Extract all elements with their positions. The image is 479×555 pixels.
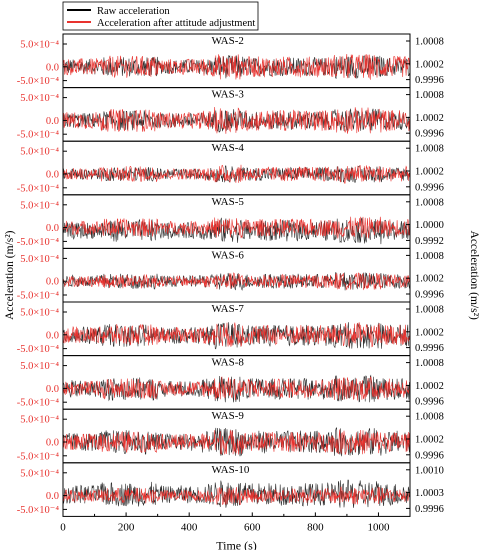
panel-7-left-tick-label-1: 0.0 [46,384,59,395]
panel-9-right-tick-label-2: 0.9996 [415,504,444,515]
x-axis-label: Time (s) [216,538,257,550]
panel-8-right-tick-label-1: 1.0002 [415,435,444,446]
panel-9-frame [62,462,411,517]
panel-8-adjusted-series [63,429,410,455]
panel-8-left-tick-label-1: 0.0 [46,438,59,449]
panel-5-left-tick-label-2: -5.0×10⁻⁴ [17,291,60,302]
panel-2-title: WAS-3 [212,89,245,101]
panel-7-right-tick-label-2: 0.9996 [415,397,444,408]
panel-9-right-tick-label-0: 1.0010 [415,465,444,476]
panel-2-raw-series [63,108,410,133]
panel-4-title: WAS-5 [212,196,245,208]
panel-7-left-tick-label-2: -5.0×10⁻⁴ [17,398,60,409]
panel-5-left-tick-label-1: 0.0 [46,277,59,288]
right-y-axis-label: Acceleration (m/s²) [468,231,479,321]
legend-box [62,1,259,31]
panel-6-left-tick-label-1: 0.0 [46,330,59,341]
panel-1-right-tick-label-2: 0.9996 [415,75,444,86]
panel-1-left-tick-label-2: -5.0×10⁻⁴ [17,76,60,87]
panel-9-right-tick-label-1: 1.0003 [415,488,444,499]
panel-8-left-tick-label-2: -5.0×10⁻⁴ [17,451,60,462]
panel-3-left-tick-label-1: 0.0 [46,170,59,181]
panel-3-adjusted-series [63,164,410,184]
x-tick-label-5: 1000 [367,521,390,533]
panel-2-right-tick-label-1: 1.0002 [415,113,444,124]
panel-7-right-tick-label-0: 1.0008 [415,358,444,369]
panel-1-left-tick-label-1: 0.0 [46,62,59,73]
left-y-axis-label: Acceleration (m/s²) [4,230,16,320]
panel-1-right-tick-label-1: 1.0002 [415,59,444,70]
panel-6-left-tick-label-0: 5.0×10⁻⁴ [20,308,59,319]
panel-8-right-tick-label-2: 0.9996 [415,450,444,461]
panel-7-right-tick-label-1: 1.0002 [415,381,444,392]
x-tick-label-1: 200 [118,521,135,533]
panel-3-title: WAS-4 [212,142,245,154]
panel-4-adjusted-series [63,216,410,239]
panel-9-adjusted-series [63,486,410,506]
panel-9-left-tick-label-0: 5.0×10⁻⁴ [20,468,59,479]
panel-9-raw-series [63,479,410,508]
panel-6-right-tick-label-0: 1.0008 [415,305,444,316]
x-tick-label-0: 0 [60,521,66,533]
panel-2-left-tick-label-1: 0.0 [46,116,59,127]
panel-5-raw-series [63,272,410,291]
panel-5-title: WAS-6 [212,249,245,261]
panel-1-adjusted-series [63,53,410,80]
panel-6-raw-series [63,322,410,350]
x-tick-label-3: 600 [244,521,261,533]
panel-4-right-tick-label-2: 0.9992 [415,236,444,247]
panel-6-adjusted-series [63,322,410,348]
panel-5-right-tick-label-2: 0.9996 [415,290,444,301]
panel-8-raw-series [63,427,410,457]
panel-4-right-tick-label-0: 1.0008 [415,197,444,208]
panel-8-right-tick-label-0: 1.0008 [415,412,444,423]
panel-4-left-tick-label-2: -5.0×10⁻⁴ [17,237,60,248]
panel-2-adjusted-series [63,106,410,134]
panel-8-title: WAS-9 [212,410,245,422]
panel-5-left-tick-label-0: 5.0×10⁻⁴ [20,254,59,265]
panel-8-left-tick-label-0: 5.0×10⁻⁴ [20,415,59,426]
panel-3-right-tick-label-0: 1.0008 [415,144,444,155]
panel-9-title: WAS-10 [212,464,250,476]
panel-2-right-tick-label-2: 0.9996 [415,129,444,140]
panel-6-left-tick-label-2: -5.0×10⁻⁴ [17,344,60,355]
panel-4-left-tick-label-1: 0.0 [46,223,59,234]
legend-label-1: Acceleration after attitude adjustment [97,18,255,29]
panel-3-right-tick-label-2: 0.9996 [415,182,444,193]
panel-4-right-tick-label-1: 1.0000 [415,220,444,231]
legend-label-0: Raw acceleration [97,6,170,17]
panel-7-title: WAS-8 [212,357,245,369]
panel-3-left-tick-label-0: 5.0×10⁻⁴ [20,147,59,158]
panel-3-left-tick-label-2: -5.0×10⁻⁴ [17,183,60,194]
panel-3-right-tick-label-1: 1.0002 [415,167,444,178]
panel-4-left-tick-label-0: 5.0×10⁻⁴ [20,200,59,211]
panel-2-left-tick-label-2: -5.0×10⁻⁴ [17,130,60,141]
panel-7-adjusted-series [63,376,410,401]
x-tick-label-4: 800 [307,521,324,533]
panel-1-right-tick-label-0: 1.0008 [415,37,444,48]
x-tick-label-2: 400 [181,521,198,533]
panel-5-adjusted-series [63,272,410,291]
panel-7-left-tick-label-0: 5.0×10⁻⁴ [20,361,59,372]
panel-1-left-tick-label-0: 5.0×10⁻⁴ [20,40,59,51]
panel-5-right-tick-label-0: 1.0008 [415,251,444,262]
panel-9-left-tick-label-1: 0.0 [46,491,59,502]
panel-6-right-tick-label-1: 1.0002 [415,327,444,338]
panel-9-left-tick-label-2: -5.0×10⁻⁴ [17,505,60,516]
panel-2-right-tick-label-0: 1.0008 [415,90,444,101]
panel-6-right-tick-label-2: 0.9996 [415,343,444,354]
panel-2-left-tick-label-0: 5.0×10⁻⁴ [20,93,59,104]
panel-6-title: WAS-7 [212,303,245,315]
panel-5-right-tick-label-1: 1.0002 [415,274,444,285]
panel-1-title: WAS-2 [212,35,244,47]
